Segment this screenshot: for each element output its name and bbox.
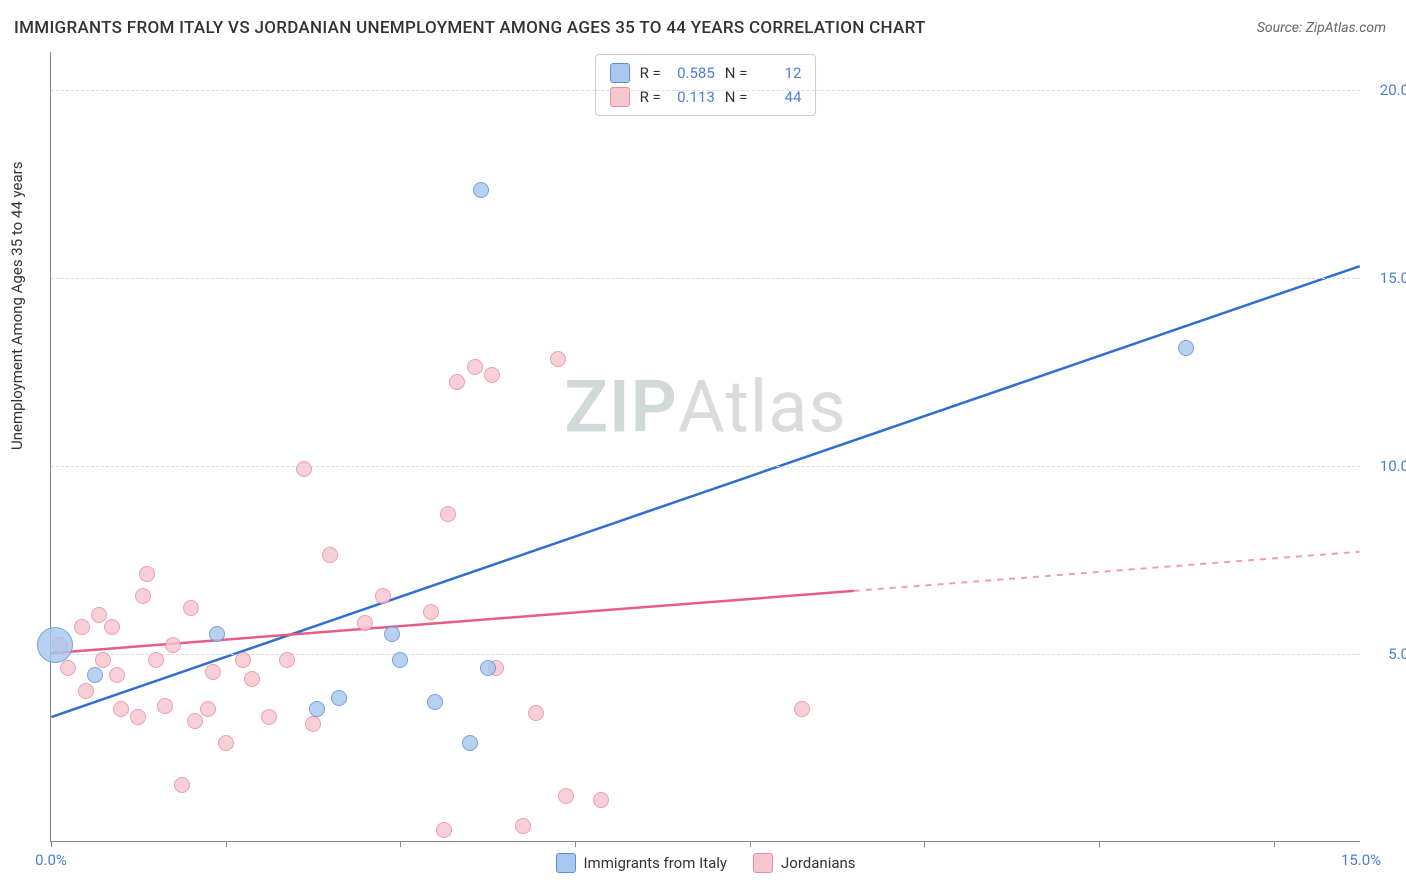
data-point-jordan xyxy=(200,701,216,717)
grid-line xyxy=(51,466,1360,467)
data-point-italy xyxy=(209,626,225,642)
chart-title: IMMIGRANTS FROM ITALY VS JORDANIAN UNEMP… xyxy=(14,18,926,38)
data-point-jordan xyxy=(109,667,125,683)
data-point-jordan xyxy=(187,713,203,729)
legend-label-italy: Immigrants from Italy xyxy=(583,854,727,872)
legend-n-value-jordan: 44 xyxy=(757,88,801,106)
x-tick-label: 15.0% xyxy=(1341,851,1381,869)
x-tick xyxy=(750,841,751,847)
data-point-jordan xyxy=(528,705,544,721)
legend-row-jordan: R = 0.113 N = 44 xyxy=(610,85,802,109)
data-point-italy xyxy=(392,652,408,668)
data-point-italy xyxy=(384,626,400,642)
data-point-italy xyxy=(331,690,347,706)
legend-r-label: R = xyxy=(640,64,661,82)
data-point-jordan xyxy=(113,701,129,717)
data-point-jordan xyxy=(296,461,312,477)
data-point-italy xyxy=(37,627,73,663)
source-label: Source: ZipAtlas.com xyxy=(1257,20,1386,36)
trend-line-extrapolated-jordan xyxy=(854,552,1360,591)
legend-row-italy: R = 0.585 N = 12 xyxy=(610,61,802,85)
data-point-italy xyxy=(480,660,496,676)
data-point-jordan xyxy=(139,566,155,582)
data-point-jordan xyxy=(322,547,338,563)
data-point-jordan xyxy=(261,709,277,725)
data-point-jordan xyxy=(449,374,465,390)
x-tick xyxy=(1099,841,1100,847)
data-point-jordan xyxy=(74,619,90,635)
data-point-jordan xyxy=(550,351,566,367)
legend-r-label: R = xyxy=(640,88,661,106)
y-tick-label: 15.0% xyxy=(1368,269,1406,287)
trend-line-italy xyxy=(51,266,1359,717)
legend-swatch-jordan xyxy=(753,853,773,873)
data-point-jordan xyxy=(157,698,173,714)
grid-line xyxy=(51,90,1360,91)
data-point-jordan xyxy=(467,359,483,375)
legend-swatch-italy xyxy=(555,853,575,873)
data-point-jordan xyxy=(60,660,76,676)
x-tick xyxy=(924,841,925,847)
legend-correlation: R = 0.585 N = 12 R = 0.113 N = 44 xyxy=(595,54,817,116)
x-tick xyxy=(1274,841,1275,847)
y-tick-label: 20.0% xyxy=(1368,81,1406,99)
data-point-jordan xyxy=(440,506,456,522)
data-point-jordan xyxy=(794,701,810,717)
data-point-jordan xyxy=(218,735,234,751)
data-point-jordan xyxy=(436,822,452,838)
trend-lines-layer xyxy=(51,52,1360,841)
data-point-jordan xyxy=(558,788,574,804)
data-point-jordan xyxy=(305,716,321,732)
data-point-jordan xyxy=(235,652,251,668)
x-tick xyxy=(575,841,576,847)
data-point-jordan xyxy=(130,709,146,725)
legend-r-value-italy: 0.585 xyxy=(671,64,715,82)
data-point-italy xyxy=(1178,340,1194,356)
data-point-jordan xyxy=(78,683,94,699)
data-point-jordan xyxy=(165,637,181,653)
data-point-jordan xyxy=(91,607,107,623)
data-point-italy xyxy=(427,694,443,710)
legend-label-jordan: Jordanians xyxy=(781,854,856,872)
data-point-jordan xyxy=(148,652,164,668)
legend-n-value-italy: 12 xyxy=(757,64,801,82)
grid-line xyxy=(51,278,1360,279)
data-point-jordan xyxy=(104,619,120,635)
x-tick xyxy=(400,841,401,847)
data-point-italy xyxy=(309,701,325,717)
legend-series-jordan: Jordanians xyxy=(753,853,856,873)
x-tick-label: 0.0% xyxy=(35,851,67,869)
legend-series: Immigrants from Italy Jordanians xyxy=(555,853,855,873)
y-tick-label: 10.0% xyxy=(1368,457,1406,475)
data-point-jordan xyxy=(423,604,439,620)
y-tick-label: 5.0% xyxy=(1368,645,1406,663)
data-point-jordan xyxy=(135,588,151,604)
data-point-jordan xyxy=(205,664,221,680)
plot-area: ZIPAtlas R = 0.585 N = 12 R = 0.113 N = … xyxy=(50,52,1360,842)
legend-series-italy: Immigrants from Italy xyxy=(555,853,727,873)
data-point-jordan xyxy=(357,615,373,631)
data-point-italy xyxy=(473,182,489,198)
data-point-jordan xyxy=(484,367,500,383)
data-point-jordan xyxy=(375,588,391,604)
y-axis-label: Unemployment Among Ages 35 to 44 years xyxy=(8,162,26,450)
legend-n-label: N = xyxy=(725,88,748,106)
data-point-jordan xyxy=(95,652,111,668)
data-point-italy xyxy=(87,667,103,683)
legend-r-value-jordan: 0.113 xyxy=(671,88,715,106)
legend-n-label: N = xyxy=(725,64,748,82)
x-tick xyxy=(51,841,52,847)
legend-swatch-italy xyxy=(610,63,630,83)
data-point-italy xyxy=(462,735,478,751)
data-point-jordan xyxy=(279,652,295,668)
data-point-jordan xyxy=(183,600,199,616)
data-point-jordan xyxy=(174,777,190,793)
x-tick xyxy=(226,841,227,847)
data-point-jordan xyxy=(515,818,531,834)
data-point-jordan xyxy=(244,671,260,687)
data-point-jordan xyxy=(593,792,609,808)
